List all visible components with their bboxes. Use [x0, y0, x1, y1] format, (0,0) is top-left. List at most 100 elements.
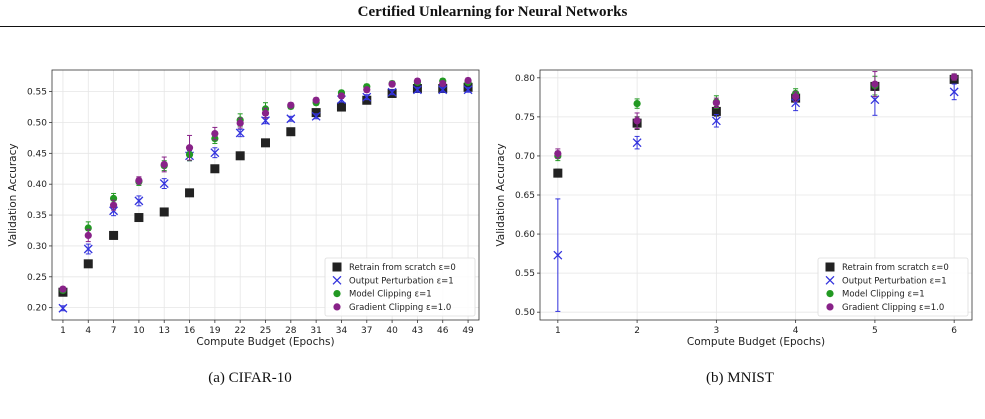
chart-b-ytick-label: 0.60	[515, 230, 535, 240]
chart-b-xtick-label: 4	[793, 326, 799, 336]
caption-mnist: (b) MNIST	[706, 370, 774, 386]
chart-a-data-point	[413, 77, 422, 85]
chart-b-ylabel: Validation Accuracy	[495, 143, 507, 246]
chart-a-xlabel: Compute Budget (Epochs)	[196, 336, 334, 348]
chart-b-ytick-label: 0.70	[515, 152, 535, 162]
chart-b-series-3	[554, 71, 958, 159]
chart-b-xlabel: Compute Budget (Epochs)	[687, 336, 825, 348]
chart-a-xtick-label: 13	[158, 326, 169, 336]
chart-b-legend-marker	[825, 275, 835, 285]
chart-b-data-point	[711, 116, 721, 126]
chart-b-grid	[540, 70, 972, 320]
chart-a-data-point	[135, 176, 143, 185]
chart-a-data-point	[312, 96, 320, 104]
chart-b-data-point	[712, 99, 720, 107]
chart-b-legend-marker	[826, 303, 834, 311]
chart-b-ytick-label: 0.80	[515, 74, 535, 84]
chart-a-data-point	[286, 127, 296, 137]
chart-a-ytick-label: 0.30	[27, 242, 47, 252]
chart-a-data-point	[261, 109, 270, 117]
chart-a-series-3	[59, 76, 472, 293]
chart-a-legend-label: Model Clipping ε=1	[349, 290, 432, 300]
chart-a-data-point	[160, 160, 168, 169]
chart-a-xtick-label: 10	[133, 326, 145, 336]
caption-cifar10: (a) CIFAR-10	[208, 370, 292, 386]
chart-b-data-point	[633, 117, 641, 125]
chart-b-data-point	[553, 168, 563, 178]
chart-a-xtick-label: 28	[285, 326, 297, 336]
chart-b-legend-box	[817, 257, 969, 317]
chart-b-ytick-label: 0.50	[515, 308, 535, 318]
chart-a-data-point	[109, 201, 118, 209]
page-title: Certified Unlearning for Neural Networks	[357, 4, 628, 20]
chart-a-ytick-label: 0.25	[27, 273, 47, 283]
chart-a-ytick-label: 0.50	[27, 118, 47, 128]
chart-a-data-point	[59, 285, 67, 293]
chart-b-ytick-label: 0.65	[515, 191, 535, 201]
chart-a-data-point	[439, 79, 447, 88]
chart-a-legend-marker	[332, 262, 342, 272]
chart-a-ylabel: Validation Accuracy	[7, 143, 19, 246]
chart-a-data-point	[58, 303, 68, 313]
chart-b-data-point	[554, 149, 562, 158]
chart-a-data-point	[464, 76, 472, 85]
chart-a-ytick-label: 0.40	[27, 180, 47, 190]
chart-a-data-point	[236, 119, 244, 127]
chart-a-legend-box	[324, 257, 476, 317]
chart-a-xtick-label: 31	[310, 326, 321, 336]
chart-b-data-point	[870, 95, 880, 105]
chart-a-data-point	[210, 148, 220, 158]
chart-b-xtick-label: 1	[555, 326, 561, 336]
chart-a-data-point	[363, 86, 371, 94]
chart-a-data-point	[287, 101, 295, 109]
chart-a-xtick-label: 22	[234, 326, 245, 336]
chart-a-data-point	[185, 188, 195, 198]
chart-a-xtick-label: 7	[111, 326, 117, 336]
chart-a-legend-label: Retrain from scratch ε=0	[349, 263, 456, 273]
chart-a-data-point	[388, 80, 396, 88]
chart-a-data-point	[235, 128, 245, 138]
chart-a-data-point	[235, 151, 245, 161]
chart-a-ytick-label: 0.45	[27, 149, 47, 159]
chart-a-data-point	[134, 213, 144, 223]
chart-a-xtick-label: 16	[184, 326, 196, 336]
chart-b-legend-marker	[826, 290, 834, 298]
chart-a-data-point	[83, 244, 93, 254]
chart-b-data-point	[711, 106, 721, 116]
chart-b-legend-label: Retrain from scratch ε=0	[842, 263, 949, 273]
chart-b-series-0	[553, 74, 959, 178]
chart-b-ytick-label: 0.75	[515, 113, 535, 123]
chart-a-data-point	[438, 85, 448, 95]
chart-b-data-point	[950, 73, 958, 81]
chart-a-data-point	[109, 230, 119, 240]
chart-a-data-point	[109, 206, 119, 216]
chart-a-xtick-label: 1	[60, 326, 66, 336]
chart-b-legend-label: Output Perturbation ε=1	[842, 276, 947, 286]
chart-panel-mnist: 0.50 0.55 0.60 0.65 0.70 0.75 0.80 1 2 3 4 5 6 Comput…	[495, 69, 973, 348]
chart-a-data-point	[83, 259, 93, 269]
chart-a-data-point	[159, 207, 169, 217]
chart-b-legend: Retrain from scratch ε=0 Output Perturbat…	[817, 257, 969, 317]
chart-a-ytick-label: 0.55	[27, 88, 47, 98]
chart-a-data-point	[463, 85, 473, 95]
chart-a-data-point	[362, 92, 372, 102]
chart-a-data-point	[337, 92, 346, 100]
chart-a-data-point	[211, 129, 219, 138]
chart-a-legend-label: Gradient Clipping ε=1.0	[349, 303, 451, 313]
chart-a-xtick-label: 43	[412, 326, 423, 336]
chart-b-data-point	[633, 99, 641, 108]
header-rule	[0, 26, 985, 27]
chart-a-data-point	[84, 231, 92, 240]
chart-panel-cifar10: 0.20 0.25 0.30 0.35 0.40 0.45 0.50 0.55 1 4 7 10 13 1…	[7, 69, 480, 348]
chart-a-legend-label: Output Perturbation ε=1	[349, 276, 454, 286]
chart-a-xtick-label: 40	[386, 326, 398, 336]
chart-b-xtick-label: 3	[713, 326, 719, 336]
chart-a-data-point	[261, 138, 270, 148]
chart-a-xtick-label: 4	[85, 326, 91, 336]
chart-b-data-point	[553, 250, 563, 260]
chart-a-data-point	[84, 224, 92, 232]
chart-a-data-point	[387, 87, 397, 97]
chart-b-data-point	[791, 98, 801, 108]
chart-a-legend-marker	[332, 275, 342, 285]
